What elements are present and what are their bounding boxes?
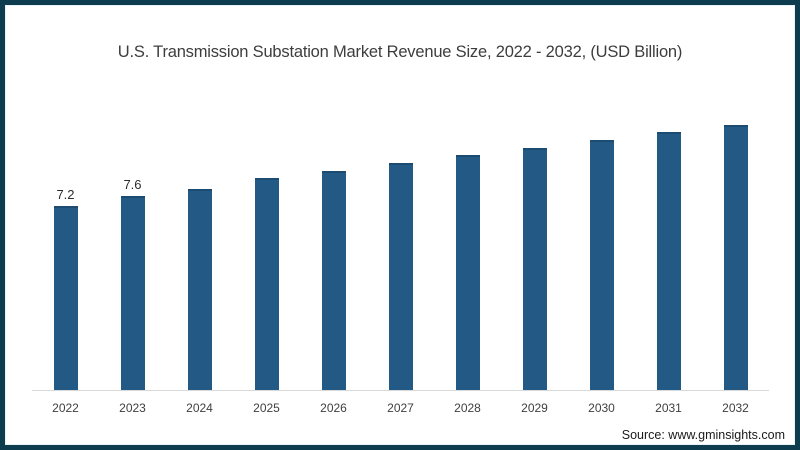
bar-column-2025 (233, 178, 300, 390)
bar-column-2024 (166, 189, 233, 390)
x-axis-label-2029: 2029 (521, 401, 548, 415)
bar-2022 (53, 206, 78, 390)
chart-title: U.S. Transmission Substation Market Reve… (117, 43, 683, 61)
bar-2030 (589, 140, 614, 390)
plot-area: 7.2 7.6 (32, 100, 769, 391)
bar-column-2032 (702, 125, 769, 390)
x-axis-label-2025: 2025 (253, 401, 280, 415)
bar-2029 (522, 148, 547, 390)
x-axis-label-2022: 2022 (52, 401, 79, 415)
bar-column-2022: 7.2 (32, 188, 99, 390)
x-axis: 2022 2023 2024 2025 2026 2027 2028 2029 2030 2031… (32, 401, 769, 415)
x-axis-label-2023: 2023 (119, 401, 146, 415)
bar-column-2029 (501, 148, 568, 390)
x-axis-label-2031: 2031 (655, 401, 682, 415)
bar-2028 (455, 155, 480, 390)
x-axis-label-2026: 2026 (320, 401, 347, 415)
value-label-2022: 7.2 (56, 187, 75, 202)
bar-2031 (656, 132, 681, 390)
bar-column-2031 (635, 132, 702, 390)
x-axis-label-2027: 2027 (387, 401, 414, 415)
value-label-2023: 7.6 (123, 177, 142, 192)
bar-2032 (723, 125, 748, 390)
bar-2027 (388, 163, 413, 390)
bar-column-2026 (300, 171, 367, 390)
bar-column-2023: 7.6 (99, 178, 166, 390)
bar-2025 (254, 178, 279, 390)
x-axis-label-2030: 2030 (588, 401, 615, 415)
source-credit: Source: www.gminsights.com (621, 428, 785, 442)
bar-2026 (321, 171, 346, 390)
bar-column-2027 (367, 163, 434, 390)
bar-column-2030 (568, 140, 635, 390)
x-axis-label-2028: 2028 (454, 401, 481, 415)
bar-column-2028 (434, 155, 501, 390)
x-axis-label-2032: 2032 (722, 401, 749, 415)
x-axis-label-2024: 2024 (186, 401, 213, 415)
bar-2023 (120, 196, 145, 390)
bar-2024 (187, 189, 212, 390)
